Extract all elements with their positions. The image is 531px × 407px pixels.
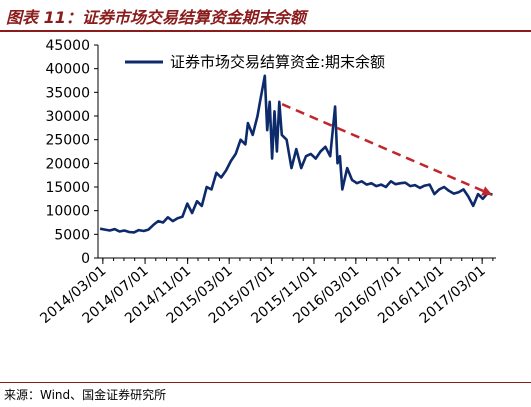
y-tick-label: 45000 xyxy=(45,38,90,54)
x-axis: 2014/03/012014/07/012014/11/012015/03/01… xyxy=(37,257,496,327)
y-tick-label: 30000 xyxy=(45,109,90,125)
y-tick-label: 0 xyxy=(81,251,90,267)
y-tick-label: 10000 xyxy=(45,204,90,220)
y-tick-label: 5000 xyxy=(54,227,90,243)
legend-label: 证券市场交易结算资金:期末余额 xyxy=(170,53,385,71)
source-note: 来源：Wind、国金证券研究所 xyxy=(4,388,167,402)
y-tick-label: 15000 xyxy=(45,180,90,196)
y-tick-label: 40000 xyxy=(45,62,90,78)
header-rule xyxy=(0,30,531,32)
footer-rule xyxy=(0,382,531,383)
y-axis: 0 5000 10000 15000 20000 25000 30000 35000 40000… xyxy=(45,38,99,267)
figure-title: 图表 11：证券市场交易结算资金期末余额 xyxy=(6,8,306,27)
legend: 证券市场交易结算资金:期末余额 xyxy=(125,53,385,71)
trend-arrow xyxy=(281,103,493,196)
y-tick-label: 20000 xyxy=(45,156,90,172)
y-tick-label: 35000 xyxy=(45,85,90,101)
line-chart: 0 5000 10000 15000 20000 25000 30000 35000 40000… xyxy=(37,38,496,327)
series-line xyxy=(99,74,493,234)
y-tick-label: 25000 xyxy=(45,133,90,149)
annotation-layer xyxy=(281,103,493,196)
series-layer xyxy=(99,74,493,234)
